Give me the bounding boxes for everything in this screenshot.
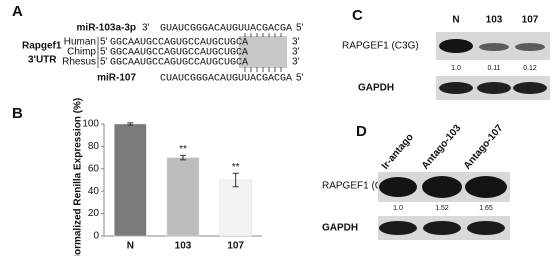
seq-end: 3': [142, 23, 150, 34]
gene-region: 3'UTR: [28, 55, 57, 66]
seq-end: 3': [292, 57, 300, 68]
band: [379, 221, 417, 235]
band: [465, 176, 507, 198]
band: [439, 82, 473, 94]
quantification: 0.12: [523, 65, 537, 72]
lane-label: Antago-103: [420, 123, 464, 172]
species-name: Rhesus: [62, 57, 96, 68]
seq-end: 3': [292, 47, 300, 58]
lane-label: Ir-antago: [380, 132, 416, 172]
species-name: Chimp: [67, 47, 96, 58]
lane-label: N: [452, 15, 459, 26]
y-tick-label: 0: [93, 231, 99, 242]
band: [439, 39, 473, 53]
quantification: 1.0: [393, 205, 403, 212]
seq-end: 5': [100, 37, 108, 48]
panel-label: C: [352, 7, 363, 24]
protein-label: RAPGEF1 (C3G): [342, 41, 419, 52]
quantification: 1.65: [479, 205, 493, 212]
lane-label: 103: [486, 15, 503, 26]
sequence: GUAUCGGGACAUGUUACGACGA: [160, 24, 292, 35]
seq-end: 5': [100, 57, 108, 68]
bar: [114, 123, 147, 237]
pairing-lines: [97, 33, 282, 72]
y-tick-label: 20: [88, 208, 100, 219]
quantification: 1.0: [451, 65, 461, 72]
y-tick-label: 80: [88, 141, 100, 152]
band: [513, 82, 547, 94]
bar: [166, 157, 200, 237]
sequence: GGCAAUGCCAGUGCCAUGCUGCA: [110, 48, 248, 59]
band: [477, 82, 511, 94]
band: [467, 221, 505, 235]
significance: **: [232, 162, 240, 173]
significance: **: [179, 144, 187, 155]
seq-end: 5': [296, 23, 304, 34]
error-bar: [232, 172, 239, 188]
band: [515, 43, 545, 51]
sequence: GGCAAUGCCAGUGCCAUGCUGCA: [110, 38, 248, 49]
quantification: 1.52: [435, 205, 449, 212]
error-bar: [127, 122, 134, 126]
band: [422, 176, 462, 198]
species-name: Human: [64, 37, 96, 48]
y-axis-title: Normalized Renilla Expression (%): [73, 98, 84, 256]
seq-end: 5': [296, 73, 304, 84]
gene-name: Rapgef1: [22, 41, 62, 52]
band: [479, 43, 509, 51]
mirna-name: miR-107: [97, 73, 136, 84]
x-tick-label: N: [127, 241, 134, 252]
x-tick-label: 107: [227, 241, 244, 252]
quantification: 0.11: [487, 65, 500, 72]
panel-label: B: [12, 105, 23, 122]
x-tick-label: 103: [175, 241, 192, 252]
y-tick-label: 100: [82, 119, 99, 130]
lane-label: Antago-107: [462, 123, 506, 172]
seed-highlight: [239, 36, 287, 68]
protein-label: RAPGEF1 (C3G): [322, 181, 399, 192]
mirna-name: miR-103a-3p: [77, 23, 136, 34]
loading-label: GAPDH: [358, 83, 394, 94]
panel-label: D: [356, 123, 367, 140]
y-tick-label: 60: [88, 163, 100, 174]
panel-label: A: [12, 3, 23, 20]
seq-end: 3': [292, 37, 300, 48]
bar: [219, 179, 252, 237]
sequence: GGCAAUGCCAGUGCCAUGCUGCA: [110, 58, 248, 69]
seq-end: 5': [100, 47, 108, 58]
lane-label: 107: [522, 15, 539, 26]
band: [423, 221, 461, 235]
error-bar: [180, 154, 186, 161]
y-tick-label: 40: [88, 186, 100, 197]
sequence: CUAUCGGGACAUGUUACGACGA: [160, 74, 292, 85]
loading-label: GAPDH: [322, 223, 358, 234]
band: [379, 177, 417, 197]
